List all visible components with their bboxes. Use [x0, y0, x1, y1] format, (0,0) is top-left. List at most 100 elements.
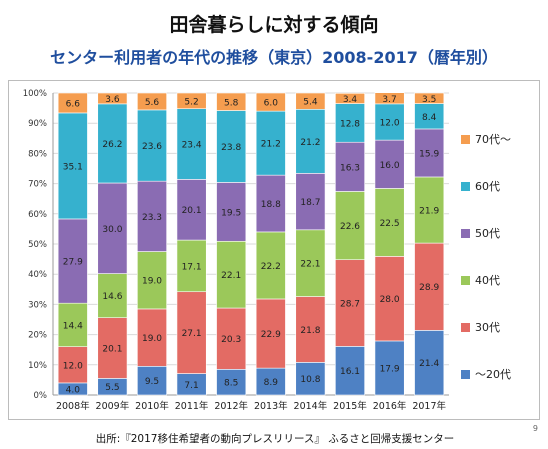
- x-tick-label: 2012年: [214, 400, 248, 412]
- data-label: 6.0: [264, 99, 279, 109]
- bar-segment: [97, 273, 128, 318]
- data-label: 19.0: [142, 277, 162, 287]
- bar-segment: [57, 346, 88, 384]
- bar-segment: [295, 173, 326, 231]
- page-number: 9: [532, 424, 538, 433]
- y-tick-label: 10%: [28, 361, 47, 371]
- page-title: 田舎暮らしに対する傾向: [169, 14, 379, 36]
- data-label: 20.1: [102, 345, 122, 355]
- data-label: 8.5: [224, 379, 238, 389]
- bar-segment: [295, 92, 326, 110]
- data-label: 14.4: [63, 321, 83, 331]
- legend-swatch: [461, 276, 470, 285]
- bar-segment: [57, 112, 88, 220]
- bar-segment: [57, 302, 88, 347]
- data-label: 5.8: [224, 98, 239, 108]
- data-label: 10.8: [300, 375, 320, 385]
- data-label: 28.0: [380, 295, 400, 305]
- y-tick-label: 80%: [28, 149, 47, 159]
- data-label: 12.8: [340, 119, 360, 129]
- bar-segment: [97, 317, 128, 379]
- legend-swatch: [461, 182, 470, 191]
- bar-segment: [57, 218, 88, 304]
- bar-segment: [137, 109, 167, 182]
- data-label: 27.1: [182, 329, 202, 339]
- data-label: 5.2: [184, 97, 198, 107]
- y-tick-label: 40%: [28, 270, 47, 280]
- bar-segment: [295, 109, 326, 174]
- legend-label: 30代: [475, 321, 500, 334]
- data-label: 23.3: [142, 213, 162, 223]
- bar-segment: [216, 110, 247, 183]
- data-label: 5.5: [105, 383, 119, 393]
- x-tick-label: 2016年: [373, 400, 407, 412]
- bar-segment: [414, 128, 445, 178]
- bar-segment: [57, 92, 88, 114]
- data-label: 30.0: [102, 225, 122, 235]
- data-label: 22.9: [261, 330, 281, 340]
- data-label: 21.9: [419, 207, 439, 217]
- data-label: 21.2: [261, 140, 281, 150]
- bar-segment: [414, 242, 445, 331]
- x-tick-label: 2015年: [333, 400, 367, 412]
- bar-segment: [295, 362, 326, 396]
- data-label: 6.6: [66, 99, 81, 109]
- data-label: 21.2: [300, 138, 320, 148]
- bar-segment: [176, 179, 207, 241]
- data-label: 27.9: [63, 258, 83, 268]
- bar-segment: [255, 92, 286, 112]
- data-label: 19.5: [221, 208, 241, 218]
- data-label: 18.7: [300, 198, 320, 208]
- bar-segment: [216, 307, 247, 370]
- y-tick-label: 30%: [28, 300, 47, 310]
- y-tick-label: 60%: [28, 210, 47, 220]
- data-label: 22.1: [221, 271, 241, 281]
- bar-segment: [414, 176, 445, 244]
- data-label: 3.5: [422, 95, 436, 105]
- chart-subtitle: センター利用者の年代の推移（東京）2008-2017（暦年別）: [50, 48, 498, 67]
- bar-segment: [216, 240, 247, 309]
- legend-label: 40代: [475, 274, 500, 287]
- bar-segment: [176, 92, 207, 110]
- data-label: 17.9: [380, 364, 400, 374]
- data-label: 3.7: [382, 95, 396, 105]
- chart-frame: 0% 10% 20% 30% 40% 50% 60% 70% 80% 90% 100% 4.0 12.0…: [8, 80, 540, 420]
- bar-segment: [414, 92, 445, 104]
- bar-segment: [414, 103, 445, 130]
- data-label: 15.9: [419, 149, 439, 159]
- bar-segment: [137, 92, 167, 111]
- bar-segment: [97, 92, 128, 105]
- data-label: 7.1: [184, 381, 198, 391]
- data-label: 8.4: [422, 113, 437, 123]
- data-label: 22.6: [340, 222, 360, 232]
- data-label: 18.8: [261, 200, 281, 210]
- data-label: 20.1: [182, 206, 202, 216]
- data-label: 12.0: [63, 361, 83, 371]
- x-tick-label: 2008年: [56, 400, 90, 412]
- data-label: 28.7: [340, 300, 360, 310]
- data-label: 28.9: [419, 283, 439, 293]
- x-tick-label: 2011年: [175, 400, 209, 412]
- bar-segment: [374, 92, 405, 105]
- source-note: 出所:『2017移住希望者の動向プレスリリース』 ふるさと回帰支援センター: [95, 433, 455, 445]
- data-label: 14.6: [102, 292, 122, 302]
- legend-label: 70代～: [475, 133, 511, 146]
- data-label: 23.6: [142, 142, 162, 152]
- data-label: 22.2: [261, 262, 281, 272]
- data-label: 21.4: [419, 359, 439, 369]
- bar-segment: [137, 308, 167, 367]
- bar-segment: [255, 110, 286, 176]
- bar-segment: [176, 239, 207, 293]
- data-label: 8.9: [264, 378, 279, 388]
- data-label: 16.1: [340, 367, 360, 377]
- bar-segment: [374, 103, 405, 141]
- legend-swatch: [461, 135, 470, 144]
- bar-segment: [295, 296, 326, 363]
- bar-segment: [137, 251, 167, 310]
- bar-segment: [216, 369, 247, 396]
- bar-segment: [255, 298, 286, 369]
- bar-segment: [374, 340, 405, 396]
- bar-segment: [97, 182, 128, 274]
- bar-segment: [335, 191, 365, 261]
- x-tick-label: 2013年: [254, 400, 288, 412]
